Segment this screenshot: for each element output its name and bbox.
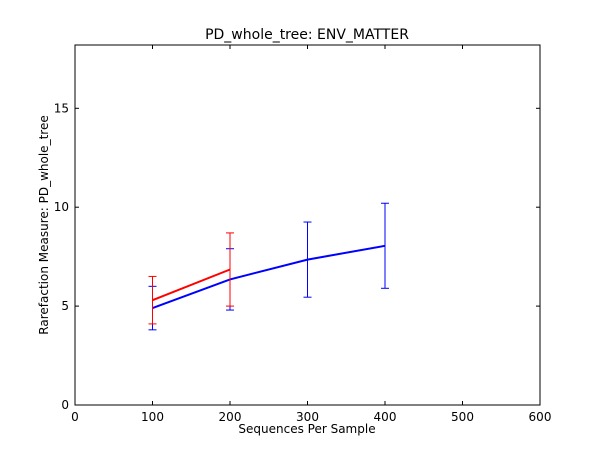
x-axis-label: Sequences Per Sample xyxy=(238,422,375,436)
x-tick-label: 100 xyxy=(141,410,164,424)
x-tick-label: 0 xyxy=(71,410,79,424)
x-tick-label: 300 xyxy=(296,410,319,424)
y-tick-label: 15 xyxy=(54,101,69,115)
series-line xyxy=(152,244,386,310)
x-tick-label: 500 xyxy=(451,410,474,424)
y-axis-label: Rarefaction Measure: PD_whole_tree xyxy=(37,115,51,334)
y-tick-label: 10 xyxy=(54,200,69,214)
y-tick-label: 5 xyxy=(61,299,69,313)
chart-title: PD_whole_tree: ENV_MATTER xyxy=(205,27,409,43)
series-layer xyxy=(148,202,389,331)
series-2 xyxy=(148,232,234,325)
x-tick-label: 400 xyxy=(374,410,397,424)
y-tick-label: 0 xyxy=(61,398,69,412)
series-line xyxy=(152,268,231,302)
axis-ticks: 0 100 200 300 400 500 600 0 5 10 15 xyxy=(54,45,552,424)
x-tick-label: 600 xyxy=(529,410,552,424)
x-tick-label: 200 xyxy=(219,410,242,424)
